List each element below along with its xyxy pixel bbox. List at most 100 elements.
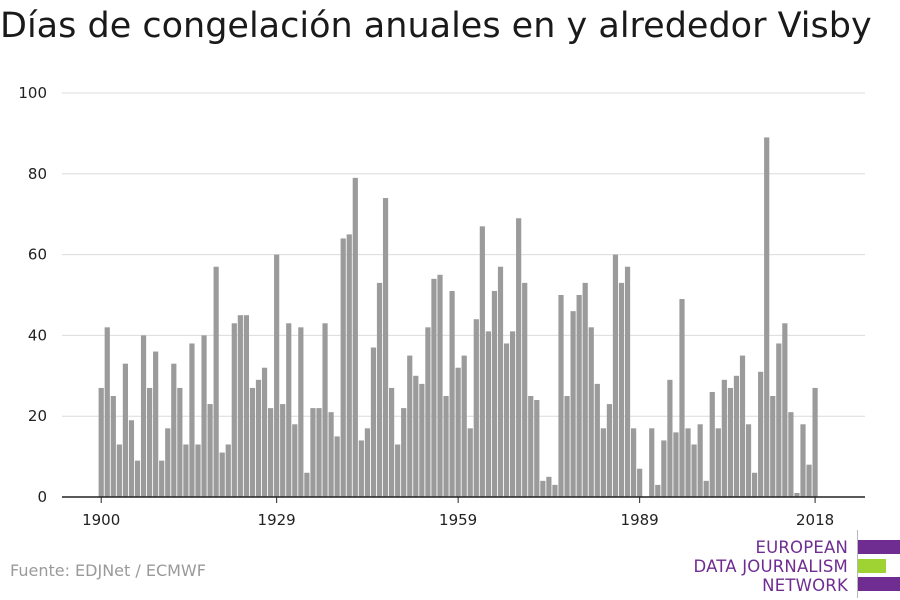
bar-1901 xyxy=(104,327,110,497)
bar-1929 xyxy=(274,254,280,497)
bar-1917 xyxy=(201,335,207,497)
bar-1964 xyxy=(485,331,491,497)
bar-1921 xyxy=(225,444,231,497)
bar-1934 xyxy=(304,472,310,497)
bar-2009 xyxy=(758,371,764,497)
bar-1959 xyxy=(455,367,461,497)
bar-1956 xyxy=(437,274,443,497)
source-note: Fuente: EDJNet / ECMWF xyxy=(10,561,206,580)
bar-1913 xyxy=(177,387,183,497)
bar-1916 xyxy=(195,444,201,497)
y-tick-label: 80 xyxy=(28,165,47,183)
bar-1938 xyxy=(328,412,334,497)
bar-1939 xyxy=(334,436,340,497)
bar-2005 xyxy=(733,375,740,497)
bar-1915 xyxy=(189,343,195,497)
bar-1983 xyxy=(600,428,606,497)
y-tick-label: 0 xyxy=(37,488,47,506)
bar-1907 xyxy=(140,335,147,497)
bar-1975 xyxy=(552,484,558,497)
x-tick-label: 1989 xyxy=(621,511,659,529)
y-tick-label: 100 xyxy=(18,84,47,102)
x-tick-label: 1900 xyxy=(82,511,120,529)
bar-1911 xyxy=(165,428,171,497)
bar-1923 xyxy=(237,315,243,497)
bar-1931 xyxy=(286,323,292,497)
bar-2001 xyxy=(709,391,715,497)
x-tick-label: 2018 xyxy=(796,511,834,529)
bar-2013 xyxy=(782,323,788,497)
logo-divider xyxy=(857,530,858,598)
bar-1918 xyxy=(207,404,213,497)
bar-1988 xyxy=(631,428,637,497)
bar-1999 xyxy=(697,424,703,497)
bar-1967 xyxy=(503,343,510,497)
bar-1941 xyxy=(346,234,352,497)
bar-1936 xyxy=(316,408,322,497)
bar-1950 xyxy=(401,408,407,497)
bar-1937 xyxy=(322,323,328,497)
bar-1955 xyxy=(431,278,437,497)
bar-1974 xyxy=(546,476,552,497)
bar-2007 xyxy=(745,424,752,497)
bar-1930 xyxy=(280,404,286,497)
bar-2008 xyxy=(752,472,758,497)
bar-1984 xyxy=(606,404,612,497)
logo-bar-purple-top xyxy=(858,540,900,554)
bar-1947 xyxy=(382,198,389,498)
bar-1949 xyxy=(395,444,401,497)
bar-1986 xyxy=(618,282,625,497)
bar-1977 xyxy=(564,396,570,497)
bar-1922 xyxy=(231,323,237,497)
x-tick-label: 1929 xyxy=(258,511,296,529)
bar-1989 xyxy=(637,468,643,497)
y-tick-label: 40 xyxy=(28,326,47,344)
bar-2012 xyxy=(776,343,782,497)
bar-1965 xyxy=(491,290,498,497)
bar-1910 xyxy=(159,460,165,497)
logo-line-european: EUROPEAN xyxy=(755,538,848,557)
edjnet-logo[interactable]: EUROPEAN DATA JOURNALISM NETWORK xyxy=(693,528,900,600)
bar-2014 xyxy=(788,412,794,497)
bar-1985 xyxy=(612,254,619,497)
bar-1963 xyxy=(479,226,485,497)
bar-1943 xyxy=(358,440,364,497)
bar-1979 xyxy=(576,295,582,497)
bar-2006 xyxy=(739,355,746,497)
bar-1991 xyxy=(649,428,655,497)
logo-bar-green xyxy=(858,559,886,573)
bar-1952 xyxy=(413,375,419,497)
bar-1902 xyxy=(110,396,116,497)
bar-1945 xyxy=(370,347,377,497)
bar-1948 xyxy=(389,387,395,497)
bar-1997 xyxy=(685,428,691,497)
bar-1998 xyxy=(691,444,697,497)
bar-1982 xyxy=(594,383,600,497)
bar-2015 xyxy=(794,492,800,497)
bar-1987 xyxy=(624,266,631,497)
bar-1928 xyxy=(268,408,274,497)
bar-2004 xyxy=(727,387,733,497)
bar-2000 xyxy=(703,480,709,497)
bar-1908 xyxy=(147,387,153,497)
bar-1954 xyxy=(425,327,431,497)
logo-line-network: NETWORK xyxy=(762,576,848,595)
bar-1900 xyxy=(98,387,104,497)
bar-1940 xyxy=(340,238,346,497)
bar-1925 xyxy=(249,387,256,497)
logo-line-data-journalism: DATA JOURNALISM xyxy=(693,557,848,576)
bar-2018 xyxy=(812,387,818,497)
bar-1966 xyxy=(497,266,504,497)
bar-1906 xyxy=(134,460,141,497)
bar-1962 xyxy=(473,319,479,497)
bar-1968 xyxy=(510,331,516,497)
bar-2010 xyxy=(764,137,770,497)
bar-1957 xyxy=(443,396,449,497)
bar-1980 xyxy=(582,282,588,497)
bar-2011 xyxy=(770,396,776,497)
bar-1926 xyxy=(255,379,262,497)
bar-1912 xyxy=(171,363,177,497)
bar-1981 xyxy=(588,327,594,497)
bar-1942 xyxy=(352,177,358,497)
